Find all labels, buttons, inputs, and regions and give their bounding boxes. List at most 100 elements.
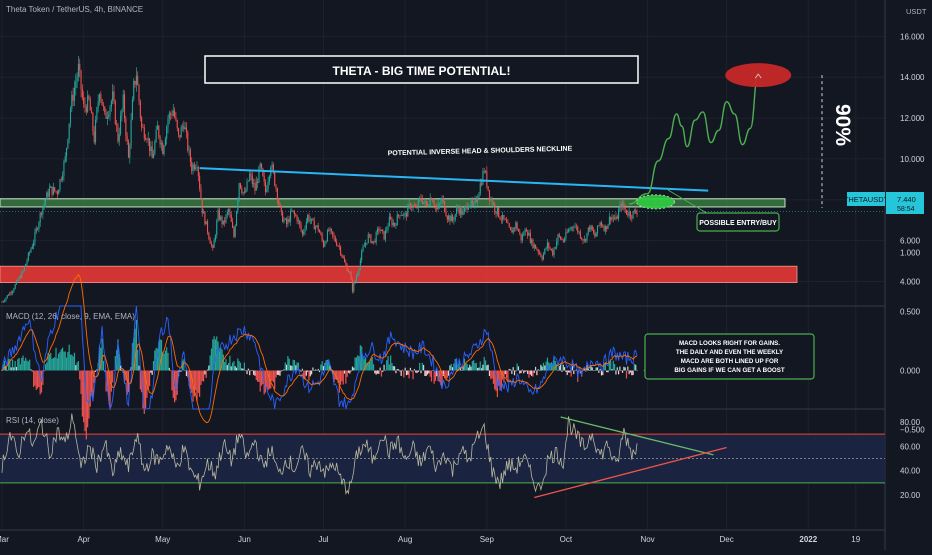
- macd-histogram-bar: [320, 364, 322, 371]
- macd-histogram-bar: [358, 356, 360, 371]
- candle-body: [550, 248, 552, 251]
- candle-body: [500, 219, 502, 220]
- time-axis-ticks[interactable]: Mar Apr May Jun Jul Aug Sep Oct Nov Dec 2022 19: [0, 535, 861, 544]
- candle-body: [491, 198, 493, 205]
- candle-body: [425, 200, 427, 206]
- candle-body: [602, 225, 604, 227]
- macd-note-box[interactable]: [644, 333, 815, 380]
- macd-histogram-bar: [342, 370, 344, 385]
- candle-body: [210, 243, 213, 246]
- rsi-axis-ticks[interactable]: 80.00 60.00 40.00 20.00: [900, 418, 921, 500]
- candle-body: [60, 179, 62, 180]
- candle-body: [633, 210, 635, 211]
- macd-histogram-bar: [465, 363, 467, 371]
- entry-callout-box[interactable]: [696, 212, 780, 232]
- rsi-wedge-top[interactable]: [560, 416, 714, 456]
- title-box[interactable]: [204, 55, 639, 84]
- candle-body: [105, 112, 107, 119]
- candle-body: [496, 207, 498, 214]
- candle-body: [280, 205, 282, 212]
- macd-histogram-bar: [206, 369, 209, 371]
- candle-body: [187, 132, 189, 151]
- candle-body: [349, 272, 351, 273]
- macd-histogram-bar: [632, 370, 634, 376]
- macd-histogram-bar: [478, 367, 480, 371]
- projection-path[interactable]: [629, 72, 759, 205]
- candle-body: [320, 232, 322, 235]
- macd-histogram-bar: [154, 350, 156, 371]
- candle-body: [284, 218, 286, 220]
- candle-body: [483, 171, 485, 172]
- macd-histogram-bar: [199, 370, 201, 397]
- macd-histogram-bar: [171, 370, 173, 391]
- macd-histogram-bar: [512, 367, 514, 371]
- macd-histogram-bar: [147, 370, 149, 390]
- rsi-wedge-bottom[interactable]: [534, 446, 727, 499]
- candle-body: [174, 110, 176, 118]
- candle-body: [521, 234, 523, 241]
- candle-body: [532, 239, 534, 248]
- candle-body: [611, 217, 613, 221]
- macd-histogram-bar: [610, 360, 612, 371]
- candle-body: [363, 245, 365, 247]
- macd-histogram-bar: [598, 370, 600, 373]
- macd-histogram-bar: [513, 370, 516, 376]
- target-ellipse[interactable]: [725, 63, 792, 88]
- candle-body: [525, 229, 527, 232]
- candle-body: [251, 175, 253, 185]
- candle-body: [315, 226, 317, 230]
- candle-body: [108, 115, 110, 117]
- candle-body: [365, 242, 367, 246]
- macd-histogram-bar: [515, 370, 517, 372]
- candle-body: [89, 98, 91, 111]
- candle-body: [68, 123, 70, 140]
- candle-body: [183, 126, 185, 130]
- candle-body: [250, 173, 252, 176]
- candle-body: [179, 135, 181, 138]
- neckline-trendline[interactable]: [199, 167, 709, 192]
- candle-body: [571, 227, 574, 228]
- macd-histogram-bar: [492, 370, 495, 384]
- macd-axis-ticks[interactable]: 1.000 0.500 0.000 −0.500: [900, 249, 925, 435]
- macd-histogram-bar: [424, 370, 426, 377]
- candle-body: [208, 232, 210, 239]
- macd-histogram-bar: [351, 366, 354, 371]
- macd-histogram-bar: [73, 352, 76, 371]
- candle-body: [317, 225, 319, 231]
- candle-body: [79, 63, 81, 71]
- macd-histogram-bar: [595, 367, 597, 371]
- macd-histogram-bar: [268, 370, 271, 389]
- macd-histogram-bar: [375, 370, 377, 375]
- macd-histogram-bar: [166, 347, 168, 371]
- macd-histogram-bar: [516, 363, 518, 371]
- candle-body: [2, 301, 4, 302]
- macd-histogram-bar: [573, 370, 575, 375]
- candle-body: [305, 221, 307, 229]
- candle-body: [245, 190, 247, 193]
- macd-histogram-bar: [390, 355, 392, 371]
- candle-body: [206, 221, 209, 233]
- entry-ellipse[interactable]: [635, 194, 675, 210]
- macd-histogram-bar: [490, 370, 492, 380]
- macd-histogram-bar: [509, 369, 512, 371]
- macd-histogram-bar: [205, 370, 207, 378]
- candle-body: [351, 279, 354, 292]
- candle-body: [242, 192, 244, 193]
- macd-histogram-bar: [413, 369, 415, 371]
- macd-histogram-bar: [556, 364, 558, 371]
- candle-body: [164, 138, 166, 146]
- price-tick-label: 16.000: [900, 32, 925, 41]
- macd-histogram-bar: [403, 370, 405, 378]
- support-zone[interactable]: [0, 198, 786, 208]
- candle-body: [508, 223, 510, 228]
- candle-body: [21, 271, 23, 279]
- candle-body: [204, 211, 206, 225]
- demand-zone[interactable]: [0, 265, 798, 283]
- macd-histogram-bar: [508, 368, 510, 371]
- time-tick-label: Jul: [318, 535, 328, 544]
- macd-histogram-bar: [217, 341, 219, 371]
- macd-histogram-bar: [2, 364, 4, 371]
- candle-body: [43, 203, 45, 208]
- candle-body: [577, 226, 579, 233]
- candle-body: [191, 162, 193, 171]
